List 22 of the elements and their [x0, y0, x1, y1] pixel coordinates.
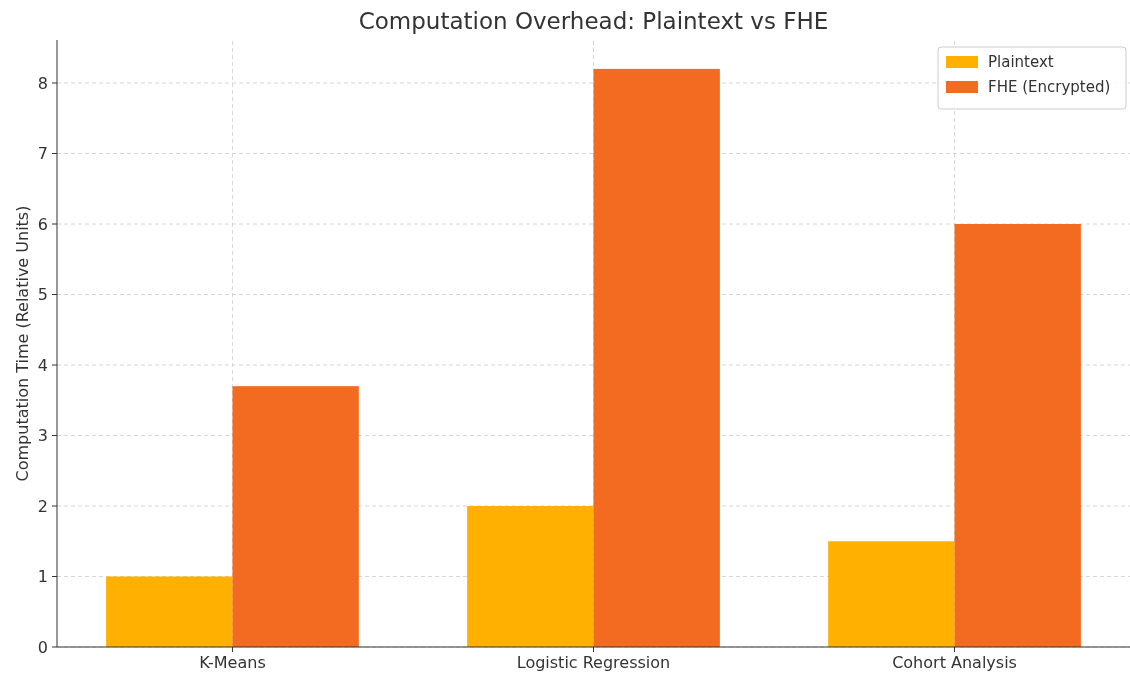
y-tick-label: 2 — [37, 496, 48, 516]
legend-label: Plaintext — [988, 53, 1054, 71]
bar — [954, 224, 1081, 647]
bar — [467, 506, 594, 647]
y-tick-label: 0 — [37, 637, 48, 657]
x-tick-label: Cohort Analysis — [892, 653, 1017, 672]
y-tick-label: 1 — [37, 567, 48, 587]
y-tick-label: 4 — [37, 355, 48, 375]
y-tick-label: 7 — [37, 144, 48, 164]
y-tick-label: 3 — [37, 426, 48, 446]
bar — [106, 576, 233, 647]
y-tick-label: 8 — [37, 73, 48, 93]
bar — [828, 541, 955, 647]
chart-title: Computation Overhead: Plaintext vs FHE — [358, 8, 829, 34]
legend-label: FHE (Encrypted) — [988, 78, 1111, 96]
y-tick-label: 5 — [37, 285, 48, 305]
bar — [593, 68, 720, 647]
bar — [232, 386, 359, 647]
y-tick-label: 6 — [37, 214, 48, 234]
x-tick-label: K-Means — [199, 653, 266, 672]
y-axis-title: Computation Time (Relative Units) — [13, 205, 32, 482]
x-tick-label: Logistic Regression — [516, 653, 671, 672]
